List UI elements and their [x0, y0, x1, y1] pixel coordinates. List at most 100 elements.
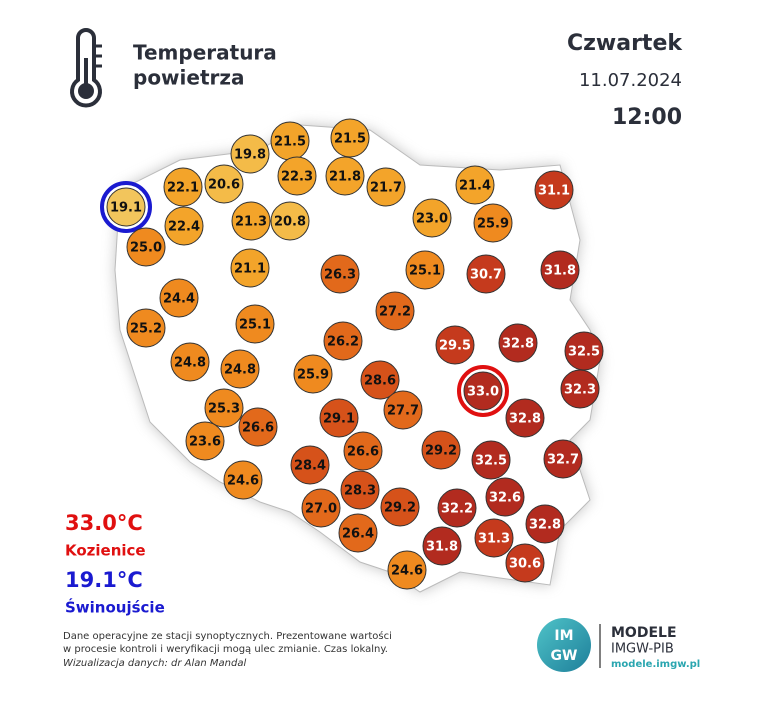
- station-marker: [270, 201, 310, 241]
- station-value: 21.5: [334, 132, 366, 147]
- station-marker: [290, 445, 330, 485]
- station-marker: [164, 206, 204, 246]
- station-value: 21.8: [329, 170, 361, 185]
- station-value: 19.8: [234, 148, 266, 163]
- station-value: 25.3: [208, 402, 240, 417]
- station-value: 30.6: [509, 557, 541, 572]
- station-value: 25.9: [477, 217, 509, 232]
- station-marker: [437, 488, 477, 528]
- station-value: 24.8: [174, 356, 206, 371]
- station-value: 20.6: [208, 178, 240, 193]
- station-value: 27.0: [305, 502, 337, 517]
- station-value: 31.8: [426, 540, 458, 555]
- title-line: powietrza: [133, 66, 245, 90]
- station-marker: [360, 360, 400, 400]
- station-value: 30.7: [470, 268, 502, 283]
- station-value: 21.1: [234, 262, 266, 277]
- station-marker: [422, 526, 462, 566]
- station-value: 28.6: [364, 374, 396, 389]
- station-marker: [230, 248, 270, 288]
- station-marker: [380, 487, 420, 527]
- logo-title: MODELE: [611, 625, 677, 641]
- station-value: 29.1: [323, 412, 355, 427]
- station-value: 32.2: [441, 502, 473, 517]
- station-marker: [277, 156, 317, 196]
- note-line: w procesie kontroli i weryfikacji mogą u…: [63, 644, 388, 655]
- station-value: 25.0: [130, 241, 162, 256]
- stations: 21.5 21.5 19.8 22.3 21.8 21.7 21.4 31.1 22.1 20.6…: [100, 118, 604, 590]
- station-marker: [319, 398, 359, 438]
- station-value: 26.3: [324, 268, 356, 283]
- station-value: 24.8: [224, 363, 256, 378]
- station-marker: [223, 460, 263, 500]
- station-marker: [293, 354, 333, 394]
- station-value: 25.1: [409, 264, 441, 279]
- station-marker: [375, 291, 415, 331]
- station-marker: [163, 167, 203, 207]
- station-value: 29.2: [384, 501, 416, 516]
- station-marker: [170, 342, 210, 382]
- station-value: 25.2: [130, 322, 162, 337]
- station-value: 21.4: [459, 179, 491, 194]
- station-value: 29.2: [425, 444, 457, 459]
- station-marker: [498, 323, 538, 363]
- station-value: 32.6: [489, 491, 521, 506]
- station-marker: [463, 371, 503, 411]
- station-value: 23.0: [416, 212, 448, 227]
- station-value: 22.4: [168, 220, 200, 235]
- station-value: 29.5: [439, 339, 471, 354]
- station-marker: [220, 349, 260, 389]
- max-value: 33.0°C: [65, 511, 143, 535]
- note-line: Dane operacyjne ze stacji synoptycznych.…: [63, 630, 392, 642]
- station-marker: [505, 543, 545, 583]
- station-marker: [238, 407, 278, 447]
- station-value: 31.3: [478, 532, 510, 547]
- date: 11.07.2024: [579, 70, 682, 91]
- station-value: 26.6: [347, 445, 379, 460]
- station-marker: [387, 550, 427, 590]
- station-marker: [343, 431, 383, 471]
- logo-org: IMGW-PIB: [611, 642, 674, 657]
- station-value: 28.4: [294, 459, 326, 474]
- station-marker: [471, 440, 511, 480]
- station-value: 24.6: [391, 564, 423, 579]
- station-value: 27.7: [387, 404, 419, 419]
- station-marker: [543, 439, 583, 479]
- station-marker: [534, 170, 574, 210]
- station-value: 26.4: [342, 527, 374, 542]
- station-marker: [231, 201, 271, 241]
- station-value: 21.3: [235, 215, 267, 230]
- max-place: Kozienice: [65, 542, 146, 560]
- station-value: 21.7: [370, 181, 402, 196]
- min-place: Świnoujście: [65, 598, 165, 617]
- logo-url: modele.imgw.pl: [611, 659, 700, 670]
- station-value: 32.8: [529, 518, 561, 533]
- station-marker: [340, 470, 380, 510]
- station-marker: [405, 250, 445, 290]
- station-marker: [325, 156, 365, 196]
- station-marker: [366, 167, 406, 207]
- station-marker: [320, 254, 360, 294]
- logo-mark: IM: [554, 628, 573, 644]
- station-value: 33.0: [467, 385, 499, 400]
- station-marker: [383, 390, 423, 430]
- station-value: 22.1: [167, 181, 199, 196]
- station-marker: [485, 477, 525, 517]
- credit: Wizualizacja danych: dr Alan Mandal: [63, 658, 246, 669]
- station-value: 24.4: [163, 292, 195, 307]
- station-marker: [473, 203, 513, 243]
- station-value: 23.6: [189, 435, 221, 450]
- station-value: 28.3: [344, 484, 376, 499]
- station-marker: [540, 250, 580, 290]
- station-value: 32.5: [475, 454, 507, 469]
- station-value: 32.8: [509, 412, 541, 427]
- station-value: 32.5: [568, 345, 600, 360]
- station-value: 24.6: [227, 474, 259, 489]
- station-value: 31.8: [544, 264, 576, 279]
- station-marker: [412, 198, 452, 238]
- station-value: 32.7: [547, 453, 579, 468]
- station-marker: [204, 388, 244, 428]
- station-marker: [338, 513, 378, 553]
- station-marker: [505, 398, 545, 438]
- station-marker: [301, 488, 341, 528]
